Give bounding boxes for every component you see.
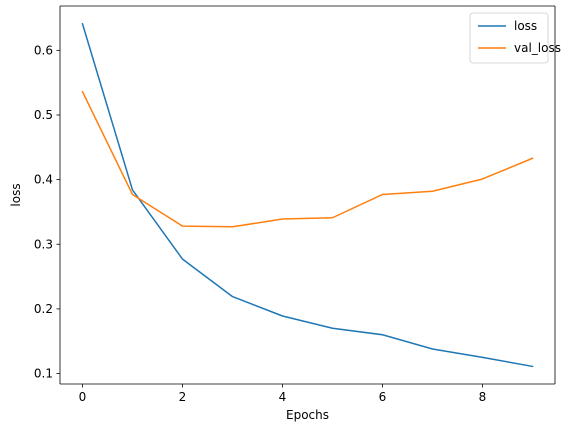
x-axis-label: Epochs xyxy=(286,408,329,422)
y-tick-label: 0.4 xyxy=(34,173,53,187)
series-line-val-loss xyxy=(81,90,534,228)
x-tick-label: 2 xyxy=(179,390,187,404)
series-layer xyxy=(81,22,534,368)
legend-entry-val-loss: val_loss xyxy=(478,41,561,55)
legend-entry-loss: loss xyxy=(478,19,537,33)
y-tick-label: 0.2 xyxy=(34,302,53,316)
x-tick-label: 6 xyxy=(379,390,387,404)
legend-label-loss: loss xyxy=(514,19,537,33)
plot-area xyxy=(60,6,555,384)
x-tick-label: 0 xyxy=(79,390,87,404)
y-tick-label: 0.1 xyxy=(34,367,53,381)
x-tick-label: 4 xyxy=(279,390,287,404)
x-tick-label: 8 xyxy=(479,390,487,404)
y-tick-label: 0.5 xyxy=(34,108,53,122)
series-line-loss xyxy=(81,22,534,368)
legend-label-val-loss: val_loss xyxy=(514,41,561,55)
legend: loss val_loss xyxy=(469,12,561,64)
y-tick-label: 0.6 xyxy=(34,43,53,57)
plot-frame xyxy=(59,5,556,385)
tick-layer: 0 2 4 6 8 0.1 0.2 0.3 0.4 0.5 0.6 xyxy=(34,43,486,404)
y-tick-label: 0.3 xyxy=(34,237,53,251)
y-axis-label: loss xyxy=(9,183,23,206)
